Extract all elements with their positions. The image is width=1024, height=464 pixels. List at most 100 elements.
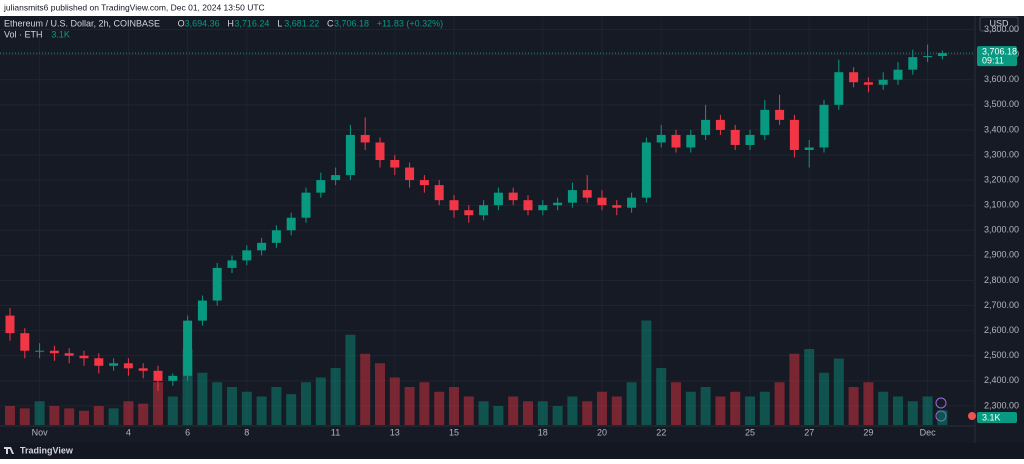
volume-bar bbox=[167, 396, 178, 425]
volume-bar bbox=[537, 401, 548, 425]
volume-bar bbox=[878, 391, 889, 425]
volume-bar bbox=[626, 382, 637, 425]
brand-logo bbox=[4, 447, 14, 454]
candle-body bbox=[878, 79, 888, 85]
volume-bar bbox=[700, 387, 711, 425]
x-tick-label: 29 bbox=[863, 427, 873, 437]
volume-bar bbox=[611, 396, 622, 425]
volume-bar bbox=[49, 406, 60, 425]
candle-body bbox=[434, 185, 444, 201]
candle-body bbox=[316, 180, 326, 193]
y-tick-label: 2,700.00 bbox=[984, 300, 1019, 310]
candle-body bbox=[538, 205, 548, 211]
volume-bar bbox=[582, 401, 593, 425]
volume-bar bbox=[79, 410, 89, 425]
candle-body bbox=[508, 192, 518, 201]
volume-bar bbox=[523, 401, 533, 425]
candle-body bbox=[789, 119, 799, 150]
candle-body bbox=[553, 202, 563, 206]
volume-bar bbox=[789, 353, 800, 425]
icon-alert[interactable] bbox=[935, 410, 947, 422]
countdown: 09:11 bbox=[982, 55, 1004, 65]
y-tick-label: 3,200.00 bbox=[984, 174, 1019, 184]
volume-bar bbox=[330, 368, 341, 425]
volume-bar bbox=[19, 408, 30, 425]
volume-bar bbox=[286, 394, 297, 425]
y-tick-label: 3,300.00 bbox=[984, 149, 1019, 159]
volume-bar bbox=[212, 382, 223, 425]
candle-body bbox=[819, 104, 829, 148]
x-tick-label: 18 bbox=[538, 427, 548, 437]
volume-bar bbox=[597, 391, 607, 425]
volume-bar bbox=[360, 353, 371, 425]
icon-plus[interactable] bbox=[935, 397, 947, 409]
candle-body bbox=[5, 315, 15, 334]
candle-body bbox=[627, 197, 637, 208]
candle-body bbox=[479, 205, 489, 216]
candle-body bbox=[730, 129, 740, 145]
candle-body bbox=[493, 192, 503, 206]
legend-value: 3,681.22 bbox=[284, 18, 319, 28]
candle-body bbox=[271, 230, 281, 243]
volume-bar bbox=[375, 363, 385, 425]
icon-flag bbox=[968, 412, 976, 420]
volume-bar bbox=[774, 382, 785, 425]
volume-bar bbox=[833, 358, 844, 425]
volume-bar bbox=[567, 396, 578, 425]
currency-button[interactable] bbox=[979, 16, 1019, 32]
candle-body bbox=[331, 175, 341, 181]
volume-bar bbox=[715, 396, 726, 425]
volume-bar bbox=[389, 377, 400, 425]
candle-body bbox=[937, 53, 947, 57]
volume-bar bbox=[345, 334, 356, 425]
volume-bar bbox=[123, 401, 134, 425]
y-tick-label: 3,100.00 bbox=[984, 200, 1019, 210]
candle-body bbox=[686, 134, 696, 148]
candle-body bbox=[701, 119, 711, 135]
volume-axis-label: 3.1K bbox=[982, 412, 1001, 422]
last-price-box bbox=[977, 46, 1017, 67]
volume-bar bbox=[848, 387, 859, 425]
legend-symbol: Ethereum / U.S. Dollar, 2h, COINBASE bbox=[4, 18, 160, 28]
candle-body bbox=[715, 119, 725, 130]
volume-bar bbox=[256, 396, 267, 425]
y-tick-label: 2,400.00 bbox=[984, 375, 1019, 385]
volume-bar bbox=[478, 401, 489, 425]
candle-body bbox=[64, 353, 74, 356]
candle-body bbox=[360, 134, 370, 143]
y-tick-label: 2,900.00 bbox=[984, 250, 1019, 260]
candle-body bbox=[923, 56, 933, 58]
candle-body bbox=[893, 69, 903, 80]
volume-bar bbox=[182, 349, 193, 425]
volume-bar bbox=[922, 396, 933, 425]
volume-bar bbox=[419, 382, 430, 425]
x-tick-label: 4 bbox=[126, 427, 131, 437]
y-tick-label: 3,000.00 bbox=[984, 225, 1019, 235]
candle-body bbox=[464, 210, 474, 216]
candle-body bbox=[227, 260, 237, 268]
volume-bar bbox=[227, 387, 237, 425]
legend-value: 3,694.36 bbox=[185, 18, 220, 28]
candle-body bbox=[94, 358, 104, 366]
volume-bar bbox=[685, 391, 696, 425]
y-tick-label: 2,300.00 bbox=[984, 400, 1019, 410]
candle-body bbox=[375, 142, 385, 161]
candle-body bbox=[286, 217, 296, 231]
candle-body bbox=[775, 109, 785, 120]
candle-body bbox=[301, 192, 311, 218]
volume-bar bbox=[64, 408, 75, 425]
candle-body bbox=[153, 370, 163, 381]
x-tick-label: 13 bbox=[390, 427, 400, 437]
candle-body bbox=[419, 180, 429, 186]
volume-bar bbox=[315, 377, 326, 425]
volume-bar bbox=[907, 401, 918, 425]
volume-bar bbox=[863, 382, 874, 425]
x-tick-label: 25 bbox=[745, 427, 755, 437]
candle-body bbox=[390, 160, 400, 168]
candle-body bbox=[863, 82, 873, 85]
legend-key: L bbox=[277, 18, 282, 28]
candle-body bbox=[612, 205, 622, 208]
candle-body bbox=[49, 350, 59, 354]
candle-body bbox=[656, 134, 666, 143]
